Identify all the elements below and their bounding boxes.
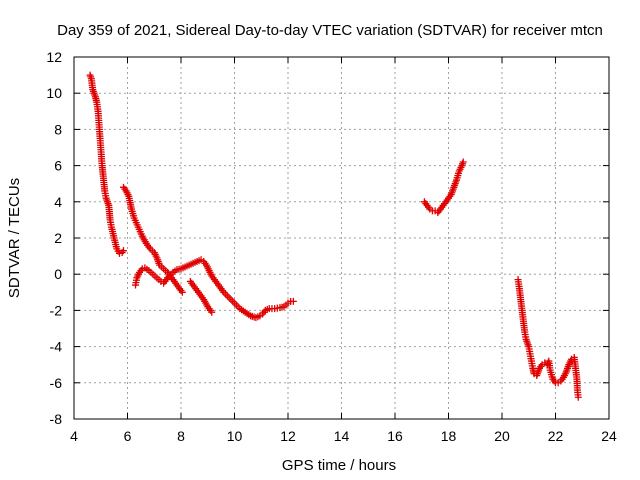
grid [74, 57, 609, 419]
chart-title: Day 359 of 2021, Sidereal Day-to-day VTE… [57, 22, 603, 39]
x-tick-label: 24 [601, 428, 617, 444]
series-arc-4 [186, 277, 216, 316]
series-arc-2 [119, 183, 186, 296]
x-tick-label: 6 [124, 428, 132, 444]
y-tick-label: 10 [46, 85, 62, 101]
data-points [86, 71, 582, 401]
x-tick-label: 12 [280, 428, 296, 444]
y-tick-label: 2 [54, 230, 62, 246]
series-arc-1 [86, 71, 127, 257]
data-point [459, 158, 467, 166]
x-tick-label: 4 [70, 428, 78, 444]
plot-frame [73, 56, 610, 420]
y-tick-label: -6 [50, 375, 63, 391]
y-tick-label: -2 [50, 302, 63, 318]
series-arc-5 [420, 158, 467, 217]
series-arc-6 [514, 276, 582, 401]
series-arc-3 [132, 256, 297, 322]
x-tick-label: 22 [548, 428, 564, 444]
data-point [208, 308, 216, 316]
data-point [178, 288, 186, 296]
x-tick-label: 8 [177, 428, 185, 444]
y-tick-label: 8 [54, 121, 62, 137]
x-tick-label: 14 [334, 428, 350, 444]
y-axis-label: SDTVAR / TECUs [6, 178, 23, 298]
x-tick-label: 16 [387, 428, 403, 444]
x-tick-label: 10 [227, 428, 243, 444]
y-tick-label: 12 [46, 49, 62, 65]
x-tick-label: 20 [494, 428, 510, 444]
data-point [574, 393, 582, 401]
x-tick-label: 18 [441, 428, 457, 444]
y-tick-label: 4 [54, 194, 62, 210]
x-axis-label: GPS time / hours [282, 457, 396, 474]
y-tick-label: -8 [50, 411, 63, 427]
data-point [289, 297, 297, 305]
data-point [119, 247, 127, 255]
y-tick-label: -4 [50, 339, 63, 355]
y-tick-label: 6 [54, 158, 62, 174]
y-tick-label: 0 [54, 266, 62, 282]
